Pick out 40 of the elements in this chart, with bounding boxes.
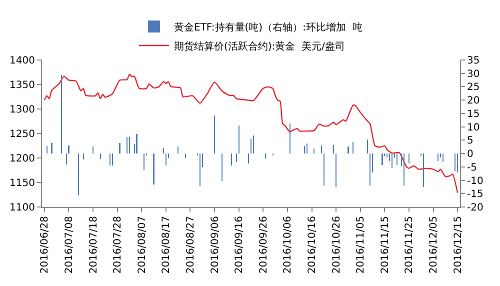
y2-tick-label: -15 [467,189,484,200]
y2-tick-label: 10 [467,122,480,134]
x-tick-label: 2016/12/15 [452,216,464,274]
y2-tick-label: -5 [467,162,477,174]
y2-tick-label: -10 [467,176,484,187]
legend-label: 期货结算价(活跃合约):黄金 美元/盎司 [174,40,345,52]
y-tick-label: 1100 [10,202,35,214]
x-tick-label: 2016/07/08 [64,216,75,274]
y2-tick-label: 5 [467,136,474,147]
legend-label: 黄金ETF:持有量(吨)（右轴）:环比增加 吨 [174,21,362,34]
y2-tick-label: 25 [467,82,480,94]
x-tick-label: 2016/11/05 [356,216,367,274]
y-tick-label: 1200 [10,154,35,164]
y2-tick-label: -20 [467,202,484,214]
y2-tick-label: 0 [467,149,474,160]
x-tick-label: 2016/11/15 [380,216,391,274]
x-tick-label: 2016/06/28 [40,216,51,274]
x-tick-label: 2016/10/06 [282,216,294,274]
x-tick-label: 2016/08/27 [185,216,196,274]
y-tick-label: 1300 [10,104,35,116]
x-tick-label: 2016/09/26 [258,216,270,274]
y-tick-label: 1150 [10,178,35,189]
x-tick-label: 2016/09/06 [210,216,221,274]
line-series [44,74,458,194]
x-tick-label: 2016/08/17 [161,216,172,274]
x-tick-label: 2016/07/18 [88,216,100,274]
x-tick-label: 2016/12/05 [428,216,440,274]
x-tick-label: 2016/08/07 [136,216,148,274]
y2-tick-label: 35 [467,56,480,66]
x-tick-label: 2016/07/28 [112,216,124,274]
x-tick-label: 2016/10/16 [307,216,318,274]
x-tick-label: 2016/10/26 [331,216,342,274]
y-tick-label: 1250 [10,129,35,140]
y-tick-label: 1400 [10,56,35,66]
y-tick-label: 1350 [10,80,35,91]
x-tick-label: 2016/11/25 [404,216,416,274]
y2-tick-label: 30 [467,68,480,80]
x-tick-label: 2016/09/16 [234,216,246,274]
y2-tick-label: 20 [467,96,480,107]
y2-tick-label: 15 [467,108,480,120]
